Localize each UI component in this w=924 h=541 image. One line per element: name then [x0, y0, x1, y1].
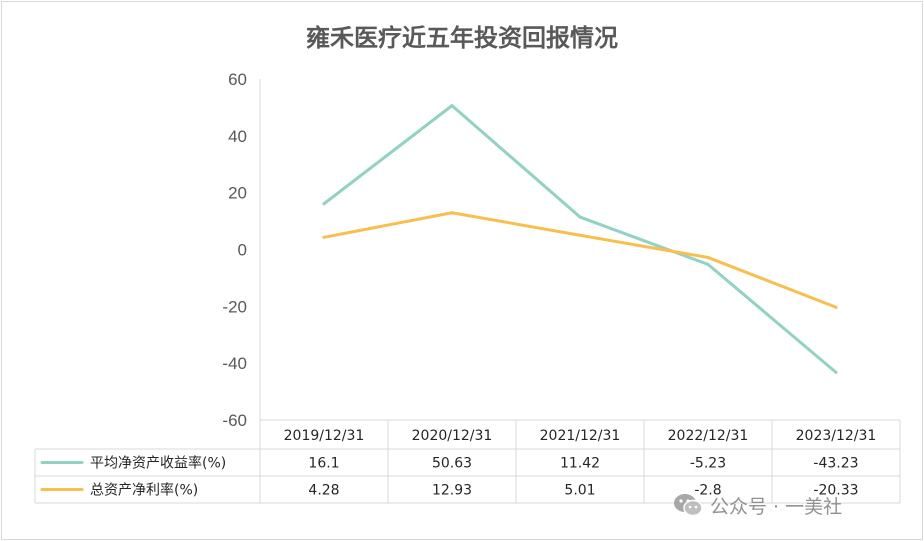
wechat-icon	[672, 491, 704, 519]
series-point	[834, 305, 838, 309]
series-point	[706, 255, 710, 259]
data-label: 16.1	[308, 456, 339, 472]
watermark-text: 公众号 · 一美社	[710, 495, 843, 518]
legend-label: 总资产净利率(%)	[90, 482, 198, 499]
series-line	[322, 211, 838, 309]
data-label: 11.42	[560, 456, 600, 472]
data-label: -43.23	[813, 456, 858, 472]
y-tick-label: -60	[222, 411, 247, 430]
series-point	[578, 233, 582, 237]
x-tick-label: 2020/12/31	[412, 428, 493, 444]
x-tick-label: 2022/12/31	[668, 428, 749, 444]
x-tick-label: 2023/12/31	[796, 428, 877, 444]
data-label: 50.63	[432, 456, 472, 472]
data-label: -20.33	[813, 483, 858, 499]
data-label: 12.93	[432, 483, 472, 499]
y-tick-label: 60	[228, 70, 247, 89]
series-line	[322, 104, 838, 374]
data-label: -2.8	[694, 483, 721, 499]
series-point	[706, 262, 710, 266]
y-tick-label: -20	[222, 297, 247, 316]
y-tick-label: 40	[228, 127, 247, 146]
watermark: 公众号 · 一美社	[672, 490, 842, 520]
series-layer	[322, 104, 838, 374]
series-point	[450, 104, 454, 108]
y-tick-label: 0	[238, 241, 247, 260]
y-tick-label: 20	[228, 184, 247, 203]
chart-title: 雍禾医疗近五年投资回报情况	[306, 24, 618, 52]
series-point	[322, 202, 326, 206]
data-label: 4.28	[308, 483, 339, 499]
series-point	[578, 215, 582, 219]
series-point	[450, 211, 454, 215]
series-point	[834, 370, 838, 374]
x-tick-label: 2019/12/31	[284, 428, 365, 444]
y-tick-label: -40	[222, 354, 247, 373]
legend-label: 平均净资产收益率(%)	[90, 455, 226, 472]
x-tick-label: 2021/12/31	[540, 428, 621, 444]
data-label: 5.01	[564, 483, 595, 499]
axis-layer: 60 40 20 0 -20 -40 -60	[222, 70, 261, 503]
data-label: -5.23	[690, 456, 726, 472]
series-point	[322, 235, 326, 239]
data-table: 2019/12/31 2020/12/31 2021/12/31 2022/12/31…	[34, 419, 901, 504]
